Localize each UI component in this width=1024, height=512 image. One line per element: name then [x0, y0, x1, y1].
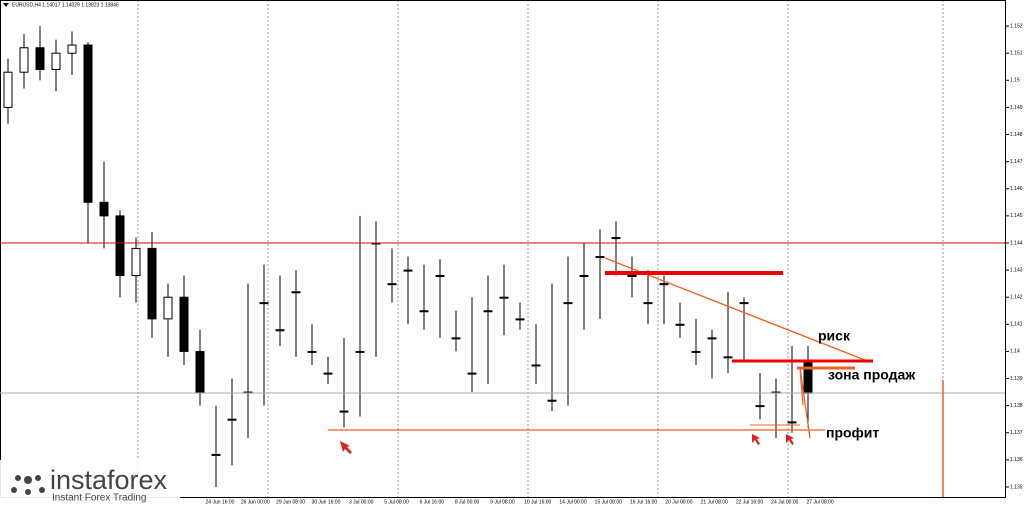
candle-body — [659, 283, 669, 286]
candle-body — [755, 405, 765, 408]
candle-body — [195, 350, 205, 393]
candle-body — [691, 350, 701, 353]
candle-body — [515, 318, 525, 321]
candle-body — [611, 237, 621, 240]
y-tick-label: 1.15 — [1010, 78, 1020, 84]
candle-body — [467, 372, 477, 375]
logo-name: instaforex — [50, 465, 168, 495]
y-tick-label: 1.139 — [1010, 376, 1023, 382]
candle-body — [323, 372, 333, 375]
x-tick-label: 14 Jul 00:00 — [559, 499, 586, 505]
annotation: зона продаж — [828, 367, 916, 383]
candle-body — [307, 350, 317, 353]
candle-body — [19, 47, 29, 73]
candle-body — [531, 364, 541, 367]
candle-body — [355, 350, 365, 353]
y-tick-label: 1.138 — [1010, 403, 1023, 409]
candle-body — [579, 275, 589, 278]
x-tick-label: 30 Jun 16:00 — [311, 499, 340, 505]
candle-body — [435, 275, 445, 278]
candle-body — [675, 323, 685, 326]
candle-body — [723, 356, 733, 359]
candle-body — [643, 302, 653, 305]
x-tick-label: 24 Jul 00:00 — [771, 499, 798, 505]
x-tick-label: 8 Jul 00:00 — [455, 499, 480, 505]
y-tick-label: 1.137 — [1010, 430, 1023, 436]
chart-title: EURUSD,H4 1.14017 1.14029 1.13823 1.1384… — [12, 2, 119, 8]
candle-body — [147, 247, 157, 320]
candle-body — [51, 52, 61, 70]
x-tick-label: 20 Jul 00:00 — [665, 499, 692, 505]
candle-body — [595, 256, 605, 259]
x-tick-label: 24 Jun 16:00 — [206, 499, 235, 505]
x-tick-label: 26 Jun 00:00 — [241, 499, 270, 505]
candle-body — [739, 302, 749, 305]
y-tick-label: 1.143 — [1010, 267, 1023, 273]
y-tick-label: 1.147 — [1010, 159, 1023, 165]
x-tick-label: 3 Jul 00:00 — [349, 499, 374, 505]
candle-body — [451, 337, 461, 340]
x-tick-label: 10 Jul 16:00 — [524, 499, 551, 505]
candle-body — [291, 291, 301, 294]
candle-body — [707, 337, 717, 340]
y-tick-label: 1.141 — [1010, 322, 1023, 328]
candle-body — [3, 71, 13, 108]
trend-line — [604, 257, 871, 363]
path-line — [799, 367, 811, 439]
y-tick-label: 1.145 — [1010, 213, 1023, 219]
y-tick-label: 1.149 — [1010, 105, 1023, 111]
candle-body — [483, 310, 493, 313]
annotation: риск — [818, 328, 851, 344]
y-tick-label: 1.148 — [1010, 132, 1023, 138]
plot — [3, 26, 813, 487]
logo-icon — [11, 475, 45, 495]
y-tick-label: 1.142 — [1010, 295, 1023, 301]
arrows — [340, 434, 794, 454]
y-tick-label: 1.151 — [1010, 51, 1023, 57]
candle-body — [227, 418, 237, 421]
candle-body — [499, 296, 509, 299]
x-tick-label: 15 Jul 08:00 — [595, 499, 622, 505]
y-tick-label: 1.144 — [1010, 240, 1023, 246]
candle-body — [179, 296, 189, 352]
x-tick-label: 16 Jul 16:00 — [630, 499, 657, 505]
x-tick-label: 27 Jul 08:00 — [806, 499, 833, 505]
x-tick-label: 22 Jul 16:00 — [736, 499, 763, 505]
y-tick-label: 1.152 — [1010, 23, 1023, 29]
candle-body — [131, 247, 141, 277]
candle-body — [547, 399, 557, 402]
candle-body — [563, 302, 573, 305]
candle-body — [99, 201, 109, 217]
candle-body — [627, 275, 637, 278]
candle-body — [211, 453, 221, 456]
y-tick-label: 1.135 — [1010, 484, 1023, 490]
x-tick-label: 6 Jul 16:00 — [420, 499, 445, 505]
candle-body — [163, 296, 173, 320]
candle-body — [35, 47, 45, 70]
candle-body — [419, 310, 429, 313]
candle-body — [787, 421, 797, 424]
x-tick-label: 29 Jun 08:00 — [276, 499, 305, 505]
candle-body — [67, 44, 77, 54]
y-tick-label: 1.146 — [1010, 186, 1023, 192]
annotation: профит — [826, 425, 879, 441]
x-tick-label: 5 Jul 08:00 — [384, 499, 409, 505]
candle-body — [403, 269, 413, 272]
candle-body — [115, 215, 125, 277]
x-tick-label: 21 Jul 08:00 — [701, 499, 728, 505]
candle-body — [275, 329, 285, 332]
candle-body — [339, 410, 349, 413]
logo-tagline: Instant Forex Trading — [52, 493, 147, 504]
plot-frame — [0, 0, 1006, 498]
candle-body — [387, 283, 397, 286]
candle-body — [259, 302, 269, 305]
candle-body — [83, 44, 93, 203]
y-tick-label: 1.136 — [1010, 457, 1023, 463]
title-icon — [3, 3, 9, 7]
x-tick-label: 9 Jul 08:00 — [490, 499, 515, 505]
y-tick-label: 1.14 — [1010, 349, 1020, 355]
